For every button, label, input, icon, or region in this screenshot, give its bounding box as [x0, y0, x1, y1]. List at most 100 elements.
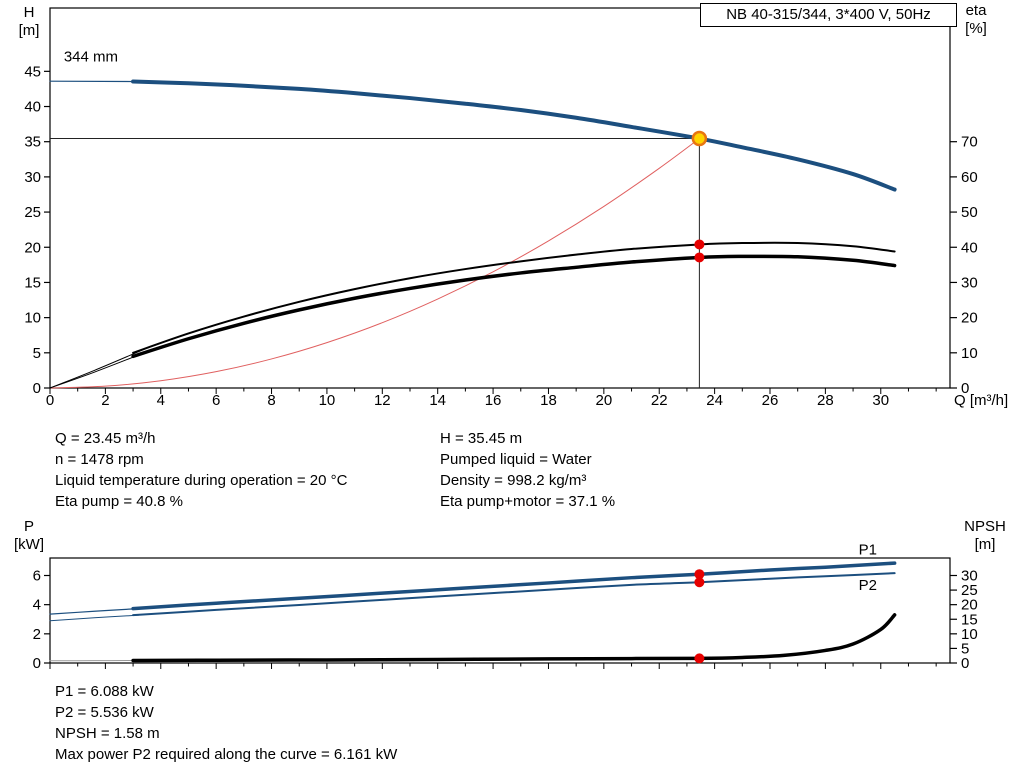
series-hq-344mm — [131, 79, 897, 192]
pump-model-title-box: NB 40-315/344, 3*400 V, 50Hz — [700, 3, 957, 27]
top-chart: 0 2 4 6 8 10 12 14 16 18 20 22 24 26 28 30 Q [m³/h]05101… — [24, 7, 1008, 409]
right-tick-label: 30 — [961, 568, 978, 585]
series-p1-lead — [49, 608, 140, 615]
left-tick-label: 10 — [24, 310, 41, 327]
right-tick-label: 25 — [961, 582, 978, 599]
right-tick-label: 0 — [961, 655, 969, 672]
power-info-block: P1 = 6.088 kW P2 = 5.536 kW NPSH = 1.58 … — [55, 681, 397, 765]
series-p1 — [131, 561, 897, 611]
eta-pump-motor-value-dot — [694, 252, 705, 263]
left-tick-label: 40 — [24, 99, 41, 116]
left-tick-label: 5 — [33, 345, 41, 362]
x-tick-label: 14 — [429, 392, 446, 409]
npsh-axis-title-line2: [m] — [974, 536, 996, 553]
right-tick-label: 15 — [961, 611, 978, 628]
x-tick-label: 22 — [651, 392, 668, 409]
duty-point[interactable] — [691, 130, 708, 147]
left-tick-label: 45 — [24, 63, 41, 80]
h-axis-title-line2: [m] — [18, 22, 40, 39]
x-tick-label: 10 — [319, 392, 336, 409]
x-tick-label: 0 — [46, 392, 54, 409]
left-tick-label: 4 — [33, 597, 41, 614]
p-axis-title-line1: P — [23, 518, 34, 535]
right-tick-label: 20 — [961, 310, 978, 327]
left-tick-label: 6 — [33, 568, 41, 585]
x-tick-label: 26 — [762, 392, 779, 409]
x-axis-unit-label: Q [m³/h] — [954, 392, 1008, 409]
npsh-value-dot — [694, 653, 705, 664]
series-eta-pump — [132, 241, 896, 354]
info-npsh: NPSH = 1.58 m — [55, 725, 160, 742]
right-tick-label: 5 — [961, 640, 969, 657]
eta-axis-title-line1: eta — [965, 2, 987, 19]
info-density: Density = 998.2 kg/m³ — [440, 472, 587, 489]
h-axis-title-line1: H — [23, 4, 35, 21]
info-h: H = 35.45 m — [440, 430, 523, 447]
p1-value-dot — [694, 569, 705, 580]
x-tick-label: 4 — [157, 392, 165, 409]
series-p2 — [132, 572, 896, 617]
x-tick-label: 18 — [540, 392, 557, 409]
series-eta-pump-motor — [131, 254, 897, 359]
x-tick-label: 24 — [706, 392, 723, 409]
left-tick-label: 30 — [24, 169, 41, 186]
x-tick-label: 20 — [596, 392, 613, 409]
info-p2: P2 = 5.536 kW — [55, 704, 154, 721]
p-axis-title-line2: [kW] — [14, 536, 44, 553]
left-tick-label: 2 — [33, 626, 41, 643]
series-eta-pump-lead — [49, 348, 145, 389]
right-tick-label: 60 — [961, 169, 978, 186]
right-tick-label: 50 — [961, 204, 978, 221]
x-tick-label: 28 — [817, 392, 834, 409]
left-tick-label: 25 — [24, 204, 41, 221]
left-tick-label: 20 — [24, 239, 41, 256]
duty-info-column-1: Q = 23.45 m³/h n = 1478 rpm Liquid tempe… — [55, 428, 347, 512]
right-tick-label: 10 — [961, 626, 978, 643]
curve-label-p2: P2 — [859, 577, 877, 594]
right-tick-label: 30 — [961, 274, 978, 291]
info-eta-pump-motor: Eta pump+motor = 37.1 % — [440, 493, 616, 510]
x-tick-label: 12 — [374, 392, 391, 409]
duty-info-column-2: H = 35.45 m Pumped liquid = Water Densit… — [440, 428, 615, 512]
x-tick-label: 6 — [212, 392, 220, 409]
left-tick-label: 0 — [33, 380, 41, 397]
x-tick-label: 2 — [101, 392, 109, 409]
left-tick-label: 15 — [24, 274, 41, 291]
series-npsh — [131, 613, 897, 663]
curve-label-344-mm: 344 mm — [64, 48, 118, 65]
top-frame — [49, 7, 951, 389]
right-tick-label: 10 — [961, 345, 978, 362]
series-eta-pump-motor-lead — [49, 352, 145, 389]
npsh-axis-title-line1: NPSH — [964, 518, 1006, 535]
curve-label-p1: P1 — [859, 541, 877, 558]
bottom-frame — [49, 557, 951, 664]
npsh-axis-title: NPSH [m] — [952, 518, 1018, 554]
right-tick-label: 20 — [961, 597, 978, 614]
x-tick-label: 16 — [485, 392, 502, 409]
series-load-parabola — [49, 138, 700, 389]
x-tick-label: 30 — [872, 392, 889, 409]
eta-axis-title-line2: [%] — [965, 20, 987, 37]
p2-value-dot — [694, 577, 705, 588]
info-eta-pump: Eta pump = 40.8 % — [55, 493, 183, 510]
right-tick-label: 70 — [961, 134, 978, 151]
right-tick-label: 40 — [961, 239, 978, 256]
info-q: Q = 23.45 m³/h — [55, 430, 156, 447]
info-max-power: Max power P2 required along the curve = … — [55, 746, 398, 763]
info-speed: n = 1478 rpm — [55, 451, 144, 468]
h-axis-title: H [m] — [8, 4, 50, 40]
right-tick-label: 0 — [961, 380, 969, 397]
series-p2-lead — [49, 614, 140, 622]
eta-pump-value-dot — [694, 239, 705, 250]
info-liquid-temperature: Liquid temperature during operation = 20… — [55, 472, 348, 489]
eta-axis-title: eta [%] — [952, 2, 1000, 38]
info-p1: P1 = 6.088 kW — [55, 683, 154, 700]
x-tick-label: 8 — [267, 392, 275, 409]
info-pumped-liquid: Pumped liquid = Water — [440, 451, 592, 468]
left-tick-label: 0 — [33, 655, 41, 672]
left-tick-label: 35 — [24, 134, 41, 151]
p-axis-title: P [kW] — [8, 518, 50, 554]
